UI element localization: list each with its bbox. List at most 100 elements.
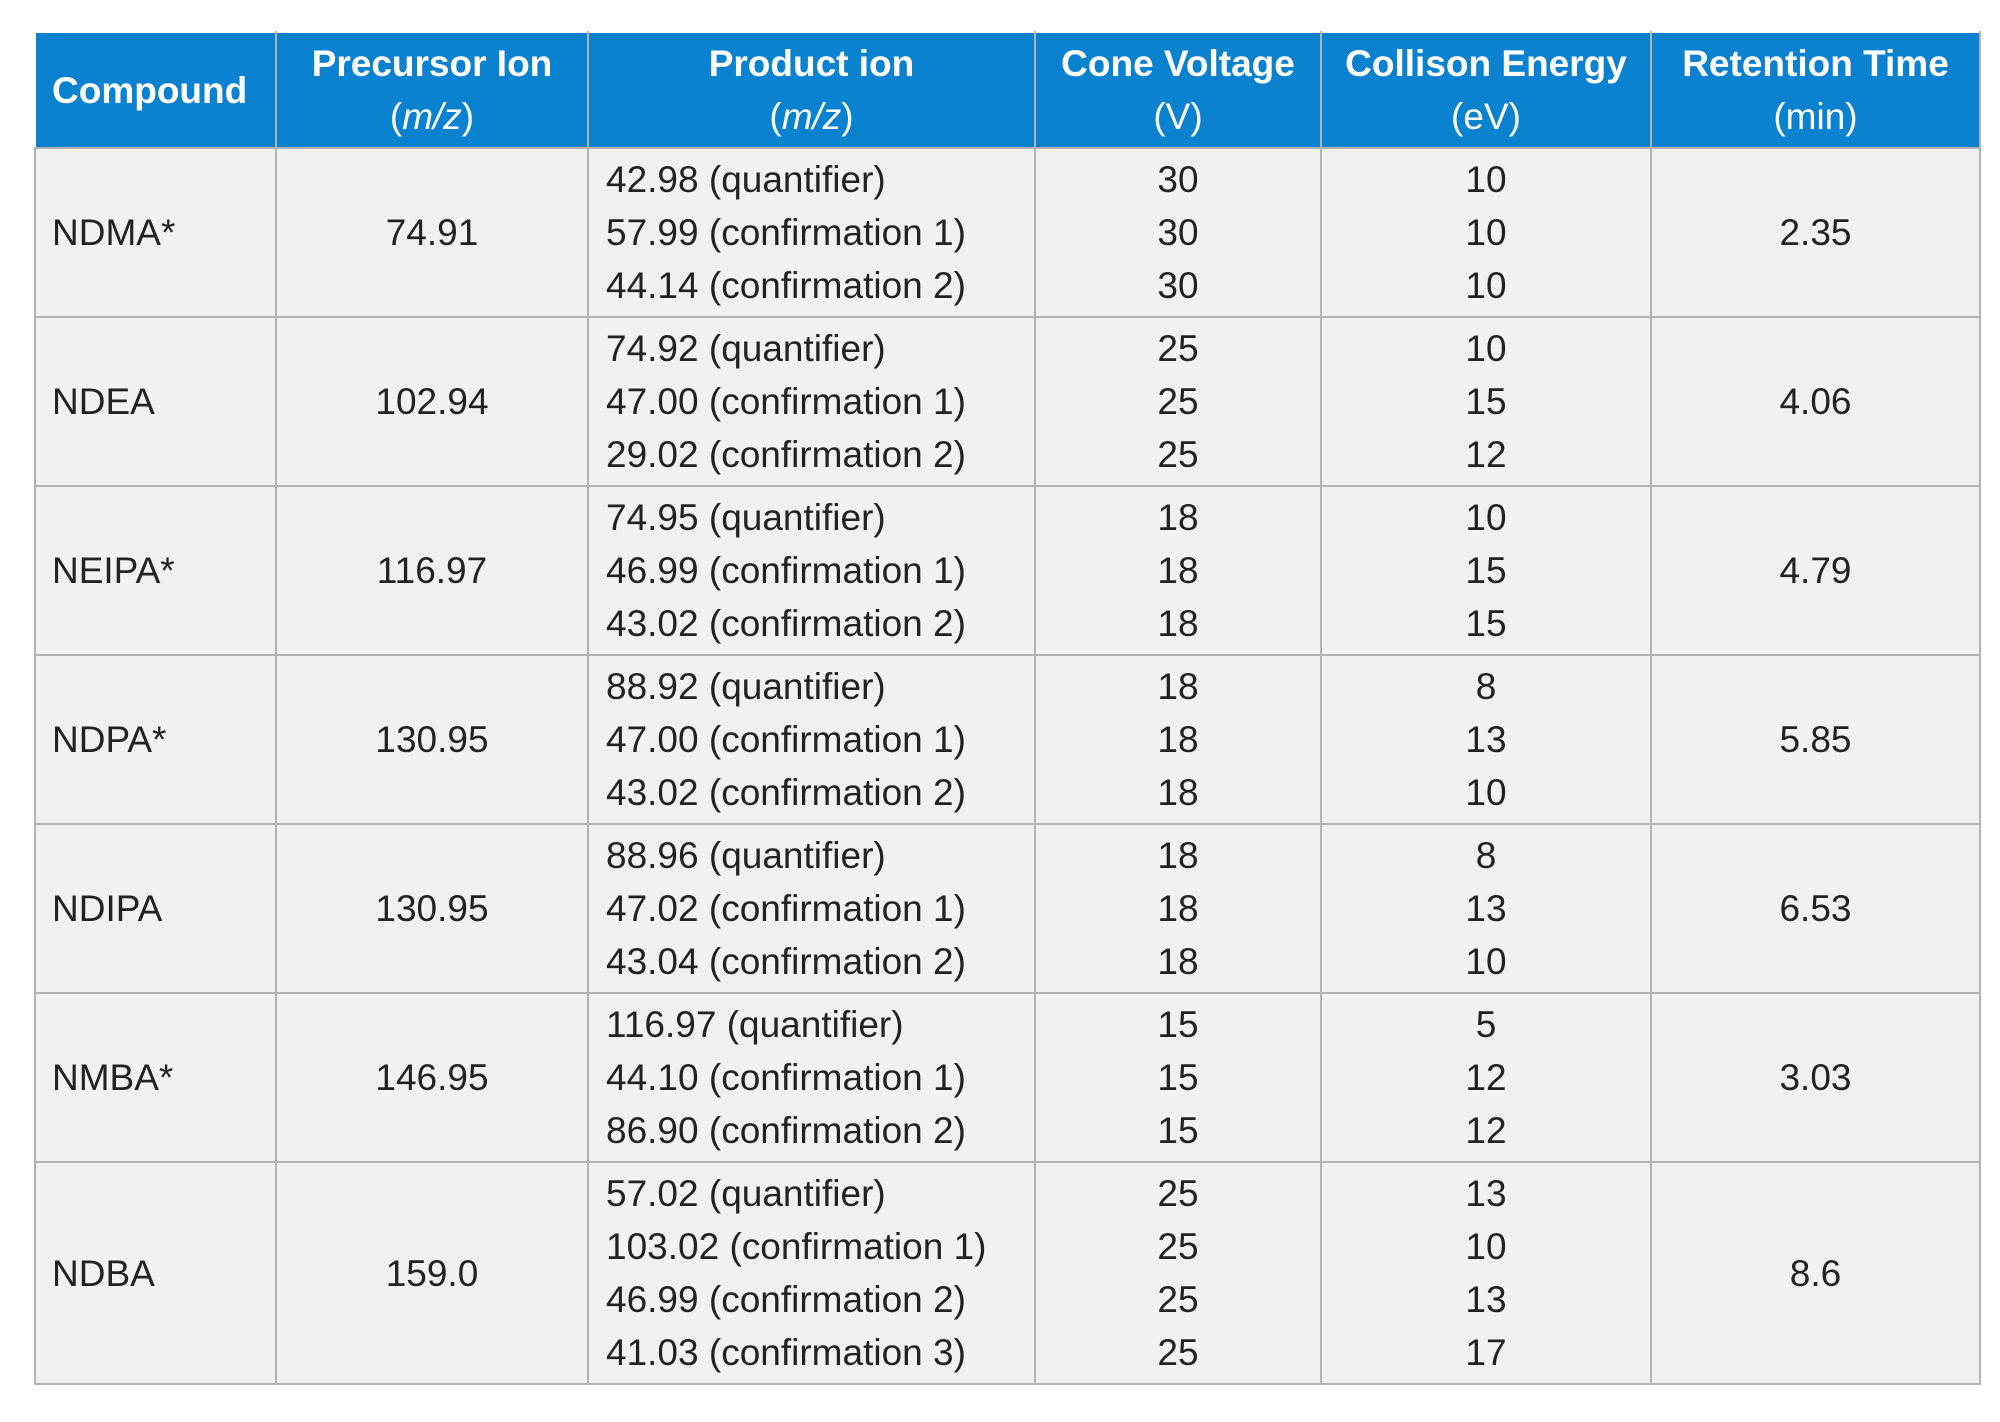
compound-cell: NMBA*	[34, 992, 277, 1163]
header-collison-energy: Collison Energy (eV)	[1320, 31, 1652, 149]
product-ion-value: 42.98 (quantifier)	[606, 159, 886, 200]
cone-voltage-value: 25	[1157, 1226, 1199, 1267]
header-compound: Compound	[34, 31, 277, 149]
compound-cell: NDEA	[34, 316, 277, 487]
collison-energy-value: 10	[1465, 159, 1507, 200]
product-ion-value: 29.02 (confirmation 2)	[606, 434, 966, 475]
product-ion-value: 44.14 (confirmation 2)	[606, 265, 966, 306]
collison-energy-value: 10	[1465, 212, 1507, 253]
collison-energy-value: 10	[1465, 772, 1507, 813]
collison-energy-cell: 10 15 12	[1320, 316, 1652, 487]
precursor-ion-cell: 102.94	[275, 316, 589, 487]
collison-energy-cell: 5 12 12	[1320, 992, 1652, 1163]
collison-energy-value: 8	[1475, 835, 1497, 876]
collison-energy-value: 13	[1465, 888, 1507, 929]
product-ion-value: 46.99 (confirmation 2)	[606, 1279, 966, 1320]
precursor-ion-cell: 130.95	[275, 654, 589, 825]
retention-time-cell: 3.03	[1650, 992, 1981, 1163]
collison-energy-value: 12	[1465, 1110, 1507, 1151]
cone-voltage-value: 18	[1157, 497, 1199, 538]
cone-voltage-value: 25	[1157, 1173, 1199, 1214]
collison-energy-value: 15	[1465, 381, 1507, 422]
cone-voltage-value: 18	[1157, 772, 1199, 813]
retention-time-cell: 4.06	[1650, 316, 1981, 487]
collison-energy-value: 10	[1465, 1226, 1507, 1267]
cone-voltage-value: 25	[1157, 434, 1199, 475]
compound-cell: NDPA*	[34, 654, 277, 825]
header-product-ion: Product ion (m/z)	[587, 31, 1036, 149]
product-ion-value: 43.04 (confirmation 2)	[606, 941, 966, 982]
product-ion-value: 47.00 (confirmation 1)	[606, 719, 966, 760]
collison-energy-cell: 10 10 10	[1320, 147, 1652, 318]
table-row: NDBA 159.0 57.02 (quantifier) 103.02 (confi…	[34, 1161, 1981, 1385]
retention-time-cell: 8.6	[1650, 1161, 1981, 1385]
header-cone-unit: (V)	[1153, 96, 1203, 137]
product-ion-value: 116.97 (quantifier)	[606, 1004, 904, 1045]
cone-voltage-value: 18	[1157, 941, 1199, 982]
product-ion-value: 57.99 (confirmation 1)	[606, 212, 966, 253]
table-row: NDIPA 130.95 88.96 (quantifier) 47.02 (conf…	[34, 823, 1981, 994]
product-ion-value: 88.92 (quantifier)	[606, 666, 886, 707]
cone-voltage-value: 25	[1157, 1279, 1199, 1320]
table-row: NDMA* 74.91 42.98 (quantifier) 57.99 (confi…	[34, 147, 1981, 318]
collison-energy-value: 13	[1465, 719, 1507, 760]
table-row: NEIPA* 116.97 74.95 (quantifier) 46.99 (con…	[34, 485, 1981, 656]
cone-voltage-value: 25	[1157, 328, 1199, 369]
cone-voltage-value: 15	[1157, 1004, 1199, 1045]
product-ion-cell: 88.92 (quantifier) 47.00 (confirmation 1)…	[587, 654, 1036, 825]
collison-energy-value: 17	[1465, 1332, 1507, 1373]
product-ion-value: 41.03 (confirmation 3)	[606, 1332, 966, 1373]
cone-voltage-value: 18	[1157, 603, 1199, 644]
cone-voltage-cell: 30 30 30	[1034, 147, 1322, 318]
cone-voltage-value: 18	[1157, 666, 1199, 707]
collison-energy-value: 10	[1465, 328, 1507, 369]
header-row: Compound Precursor Ion (m/z) Product ion(…	[34, 31, 1981, 149]
table-row: NDEA 102.94 74.92 (quantifier) 47.00 (confi…	[34, 316, 1981, 487]
collison-energy-cell: 13 10 13 17	[1320, 1161, 1652, 1385]
table-header: Compound Precursor Ion (m/z) Product ion(…	[34, 31, 1981, 149]
header-product-unit: m/z	[781, 96, 842, 137]
collison-energy-value: 12	[1465, 434, 1507, 475]
cone-voltage-value: 30	[1157, 265, 1199, 306]
product-ion-value: 46.99 (confirmation 1)	[606, 550, 966, 591]
cone-voltage-cell: 25 25 25	[1034, 316, 1322, 487]
cone-voltage-value: 25	[1157, 1332, 1199, 1373]
header-rt-unit: (min)	[1773, 96, 1858, 137]
cone-voltage-cell: 18 18 18	[1034, 485, 1322, 656]
product-ion-cell: 57.02 (quantifier) 103.02 (confirmation 1…	[587, 1161, 1036, 1385]
cone-voltage-cell: 18 18 18	[1034, 823, 1322, 994]
product-ion-cell: 88.96 (quantifier) 47.02 (confirmation 1)…	[587, 823, 1036, 994]
cone-voltage-value: 15	[1157, 1110, 1199, 1151]
table-row: NMBA* 146.95 116.97 (quantifier) 44.10 (con…	[34, 992, 1981, 1163]
product-ion-value: 47.00 (confirmation 1)	[606, 381, 966, 422]
collison-energy-value: 13	[1465, 1279, 1507, 1320]
collison-energy-cell: 8 13 10	[1320, 654, 1652, 825]
header-precursor-ion: Precursor Ion (m/z)	[275, 31, 589, 149]
product-ion-cell: 42.98 (quantifier) 57.99 (confirmation 1)…	[587, 147, 1036, 318]
product-ion-value: 43.02 (confirmation 2)	[606, 603, 966, 644]
product-ion-value: 47.02 (confirmation 1)	[606, 888, 966, 929]
product-ion-value: 43.02 (confirmation 2)	[606, 772, 966, 813]
product-ion-value: 88.96 (quantifier)	[606, 835, 886, 876]
cone-voltage-cell: 18 18 18	[1034, 654, 1322, 825]
table-body: NDMA* 74.91 42.98 (quantifier) 57.99 (confi…	[34, 147, 1981, 1385]
collison-energy-value: 10	[1465, 941, 1507, 982]
cone-voltage-value: 25	[1157, 381, 1199, 422]
collison-energy-cell: 10 15 15	[1320, 485, 1652, 656]
header-energy-unit: (eV)	[1451, 96, 1521, 137]
product-ion-value: 103.02 (confirmation 1)	[606, 1226, 987, 1267]
product-ion-value: 74.95 (quantifier)	[606, 497, 886, 538]
collison-energy-value: 10	[1465, 265, 1507, 306]
cone-voltage-cell: 15 15 15	[1034, 992, 1322, 1163]
collison-energy-value: 10	[1465, 497, 1507, 538]
precursor-ion-cell: 130.95	[275, 823, 589, 994]
cone-voltage-value: 30	[1157, 159, 1199, 200]
product-ion-cell: 74.95 (quantifier) 46.99 (confirmation 1)…	[587, 485, 1036, 656]
retention-time-cell: 2.35	[1650, 147, 1981, 318]
product-ion-cell: 74.92 (quantifier) 47.00 (confirmation 1)…	[587, 316, 1036, 487]
compound-cell: NDMA*	[34, 147, 277, 318]
compound-cell: NDIPA	[34, 823, 277, 994]
cone-voltage-value: 18	[1157, 550, 1199, 591]
compound-cell: NDBA	[34, 1161, 277, 1385]
cone-voltage-cell: 25 25 25 25	[1034, 1161, 1322, 1385]
